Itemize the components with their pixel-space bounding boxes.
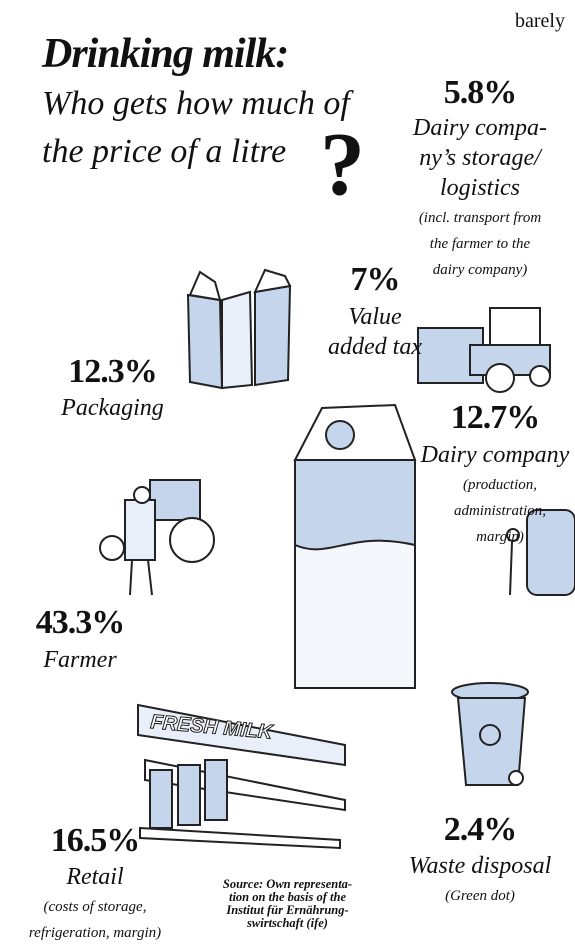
source: Source: Own representa- tion on the basi… xyxy=(195,878,380,930)
tractor-illustration xyxy=(100,480,214,595)
share: 12.7% xyxy=(415,400,575,436)
share: 43.3% xyxy=(10,605,150,641)
question-mark: ? xyxy=(320,115,365,215)
share: 16.5% xyxy=(25,823,165,859)
subtitle: Who gets how much of the price of a litr… xyxy=(42,80,350,176)
share: 2.4% xyxy=(410,812,550,848)
share: 7% xyxy=(315,262,435,298)
packaging-illustration xyxy=(188,270,290,388)
bin-illustration xyxy=(452,683,528,785)
share: 12.3% xyxy=(40,354,185,390)
label: Value added tax xyxy=(305,302,445,362)
title: Drinking milk: xyxy=(42,30,288,78)
label: Retail xyxy=(25,862,165,892)
note: (Green dot) xyxy=(405,883,555,909)
share: 5.8% xyxy=(400,75,560,111)
label: Farmer xyxy=(10,645,150,675)
label: Dairy company xyxy=(410,440,575,470)
corner-text: barely xyxy=(515,10,565,33)
label: Packaging xyxy=(40,393,185,423)
page: FRESH MILK barely Drinking milk: Who get… xyxy=(0,0,575,939)
note: (production, administration, margin) xyxy=(420,472,575,550)
label: Dairy compa- ny’s storage/ logistics xyxy=(395,113,565,203)
carton-illustration xyxy=(295,405,415,688)
note: (costs of storage, refrigeration, margin… xyxy=(5,894,185,946)
label: Waste disposal xyxy=(395,851,565,881)
